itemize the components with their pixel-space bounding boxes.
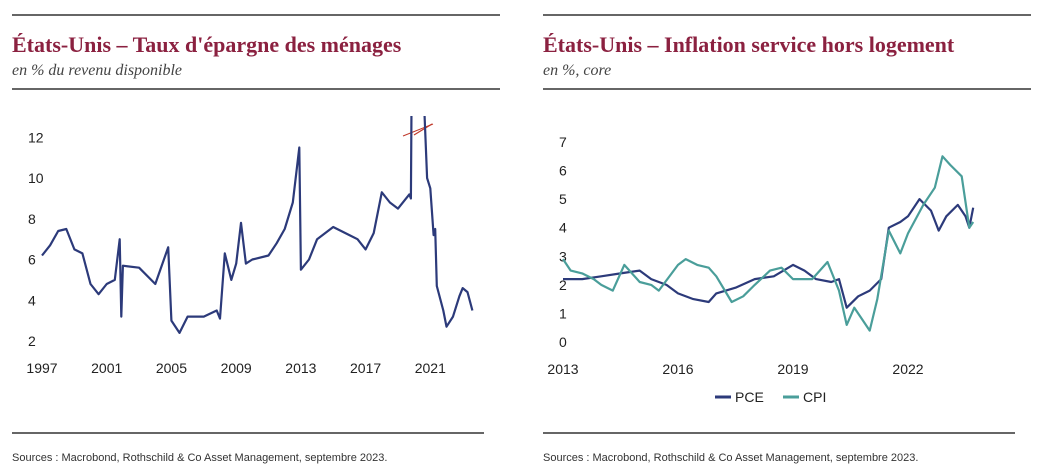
chart-subtitle: en % du revenu disponible bbox=[12, 62, 182, 79]
x-tick-label: 2005 bbox=[156, 360, 187, 376]
y-tick-label: 8 bbox=[28, 211, 36, 227]
x-tick-label: 2013 bbox=[547, 361, 578, 377]
x-tick-label: 1997 bbox=[26, 360, 57, 376]
legend-label: PCE bbox=[735, 389, 764, 405]
y-tick-label: 12 bbox=[28, 129, 44, 145]
chart-subtitle: en %, core bbox=[543, 62, 611, 79]
x-tick-label: 2013 bbox=[285, 360, 316, 376]
series-line bbox=[563, 198, 975, 309]
series-line bbox=[562, 155, 975, 332]
source: Sources : Macrobond, Rothschild & Co Ass… bbox=[543, 452, 918, 464]
y-tick-label: 2 bbox=[559, 277, 567, 293]
y-tick-label: 6 bbox=[28, 252, 36, 268]
axis-break bbox=[402, 123, 434, 137]
y-tick-label: 1 bbox=[559, 305, 567, 321]
x-tick-label: 2022 bbox=[892, 361, 923, 377]
y-tick-label: 6 bbox=[559, 163, 567, 179]
y-tick-label: 0 bbox=[559, 334, 567, 350]
legend-label: CPI bbox=[803, 389, 826, 405]
x-tick-label: 2001 bbox=[91, 360, 122, 376]
source: Sources : Macrobond, Rothschild & Co Ass… bbox=[12, 452, 387, 464]
x-tick-label: 2009 bbox=[221, 360, 252, 376]
y-tick-label: 3 bbox=[559, 248, 567, 264]
x-tick-label: 2021 bbox=[415, 360, 446, 376]
y-tick-label: 4 bbox=[559, 220, 567, 236]
chart-title: États-Unis – Taux d'épargne des ménages bbox=[12, 32, 402, 57]
y-tick-label: 10 bbox=[28, 170, 44, 186]
x-tick-label: 2016 bbox=[662, 361, 693, 377]
chart-title: États-Unis – Inflation service hors loge… bbox=[543, 32, 955, 57]
y-tick-label: 7 bbox=[559, 134, 567, 150]
x-tick-label: 2017 bbox=[350, 360, 381, 376]
y-tick-label: 2 bbox=[28, 333, 36, 349]
x-tick-label: 2019 bbox=[777, 361, 808, 377]
y-tick-label: 4 bbox=[28, 292, 36, 308]
series-line bbox=[41, 116, 474, 334]
y-tick-label: 5 bbox=[559, 191, 567, 207]
